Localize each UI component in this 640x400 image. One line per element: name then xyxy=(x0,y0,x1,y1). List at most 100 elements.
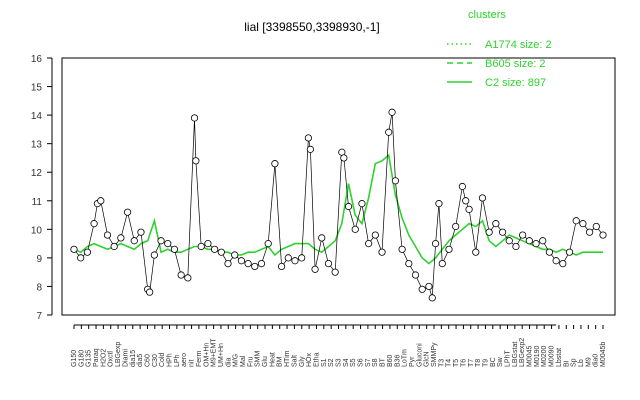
data-point xyxy=(371,231,379,239)
x-tick-label: S5 xyxy=(350,358,357,367)
data-point xyxy=(90,220,98,228)
data-point xyxy=(170,245,179,253)
data-point xyxy=(565,248,574,256)
x-tick-label: B36 xyxy=(394,354,401,367)
data-point xyxy=(306,145,314,153)
data-point xyxy=(298,254,306,262)
data-point xyxy=(177,271,185,279)
y-tick-label: 16 xyxy=(31,54,43,65)
data-point xyxy=(462,197,470,205)
data-point xyxy=(244,259,252,268)
x-tick-label: Gly xyxy=(299,356,306,367)
x-tick-label: G150 xyxy=(71,350,78,367)
x-tick-label: LPhT xyxy=(504,350,511,367)
data-point xyxy=(291,257,299,265)
y-tick-label: 9 xyxy=(36,254,42,265)
data-point xyxy=(452,222,460,231)
x-tick-label: Sw xyxy=(497,356,504,367)
data-point xyxy=(311,265,319,273)
x-tick-label: Etha xyxy=(313,352,320,367)
data-point xyxy=(458,182,466,191)
x-tick-label: M0045 xyxy=(527,345,534,367)
data-point xyxy=(351,225,359,233)
x-tick-label: Fru xyxy=(247,356,254,367)
data-point xyxy=(599,231,607,239)
data-point xyxy=(190,114,199,122)
x-tick-label: BC xyxy=(490,357,497,367)
data-point xyxy=(552,257,560,265)
series-line-c2 xyxy=(73,153,603,265)
x-tick-label: S4 xyxy=(343,358,350,367)
data-point xyxy=(164,240,172,248)
x-tick-label: Glu xyxy=(262,356,269,367)
x-tick-label: Heat xyxy=(269,352,276,367)
x-tick-label: Gluconi xyxy=(416,343,423,367)
x-tick-label: GlcN xyxy=(424,351,431,367)
x-tick-label: Paraq xyxy=(93,348,100,367)
x-tick-label: Diami xyxy=(122,349,129,367)
data-point xyxy=(130,237,138,245)
x-tick-label: Ferm xyxy=(196,351,203,368)
x-tick-label: T9 xyxy=(482,359,489,367)
x-tick-label: LPh xyxy=(174,354,181,367)
x-tick-label: M0200 xyxy=(541,345,548,367)
chart-title: lial [3398550,3398930,-1] xyxy=(244,20,379,34)
y-tick-label: 12 xyxy=(31,168,43,179)
data-point xyxy=(197,242,205,251)
data-point xyxy=(251,262,259,271)
x-tick-label: Salt xyxy=(291,355,298,367)
data-point xyxy=(592,222,600,231)
data-point xyxy=(97,197,105,205)
data-point xyxy=(224,259,232,268)
data-point xyxy=(545,248,554,256)
x-tick-label: aero xyxy=(181,353,188,367)
x-tick-label: dia5 xyxy=(137,354,144,367)
data-point xyxy=(211,245,219,253)
y-tick-label: 10 xyxy=(31,225,43,236)
y-tick-label: 11 xyxy=(32,197,43,208)
x-tick-label: LBGexp xyxy=(115,342,122,367)
data-point xyxy=(184,274,192,282)
x-tick-label: C60 xyxy=(144,354,151,367)
data-point xyxy=(465,205,473,213)
data-point xyxy=(378,248,386,256)
data-point xyxy=(110,242,118,251)
x-tick-label: BI xyxy=(563,360,570,367)
x-tick-label: M9 xyxy=(585,357,592,367)
data-point xyxy=(157,237,165,245)
data-point xyxy=(512,242,520,251)
data-point xyxy=(398,245,406,253)
data-point xyxy=(411,271,420,279)
x-tick-label: T3 xyxy=(438,359,445,367)
series-group xyxy=(73,153,603,265)
data-point xyxy=(478,194,487,202)
legend-entry-label: C2 size: 897 xyxy=(485,77,546,89)
data-point xyxy=(146,288,154,296)
x-tick-label: LBGstat xyxy=(512,342,519,367)
data-point xyxy=(388,108,396,116)
data-point xyxy=(70,245,78,253)
data-point xyxy=(385,128,393,136)
x-tick-label: M9+EMT xyxy=(211,338,218,367)
x-tick-label: T7 xyxy=(468,359,475,367)
data-point xyxy=(572,217,580,225)
x-tick-label: nit xyxy=(189,360,196,367)
data-point xyxy=(505,237,513,245)
x-tick-label: S7 xyxy=(365,358,372,367)
data-point xyxy=(445,245,453,253)
x-tick-label: S8 xyxy=(372,358,379,367)
x-tick-label: S6 xyxy=(358,358,365,367)
x-tick-label: HPh xyxy=(167,353,174,367)
data-point xyxy=(257,259,266,268)
data-point xyxy=(271,160,279,168)
legend: clusters A1774 size: 2 B605 size: 2 C2 siz… xyxy=(447,9,552,89)
points-connector xyxy=(73,112,604,298)
x-tick-label: T8 xyxy=(475,359,482,367)
x-tick-label: OM+Hn xyxy=(203,343,210,367)
data-point xyxy=(324,259,333,268)
data-point xyxy=(358,200,366,208)
points-group xyxy=(70,108,607,302)
x-tick-label: SMM xyxy=(255,351,262,368)
y-axis: 7 8 9 10 11 12 13 14 15 16 xyxy=(31,54,53,322)
